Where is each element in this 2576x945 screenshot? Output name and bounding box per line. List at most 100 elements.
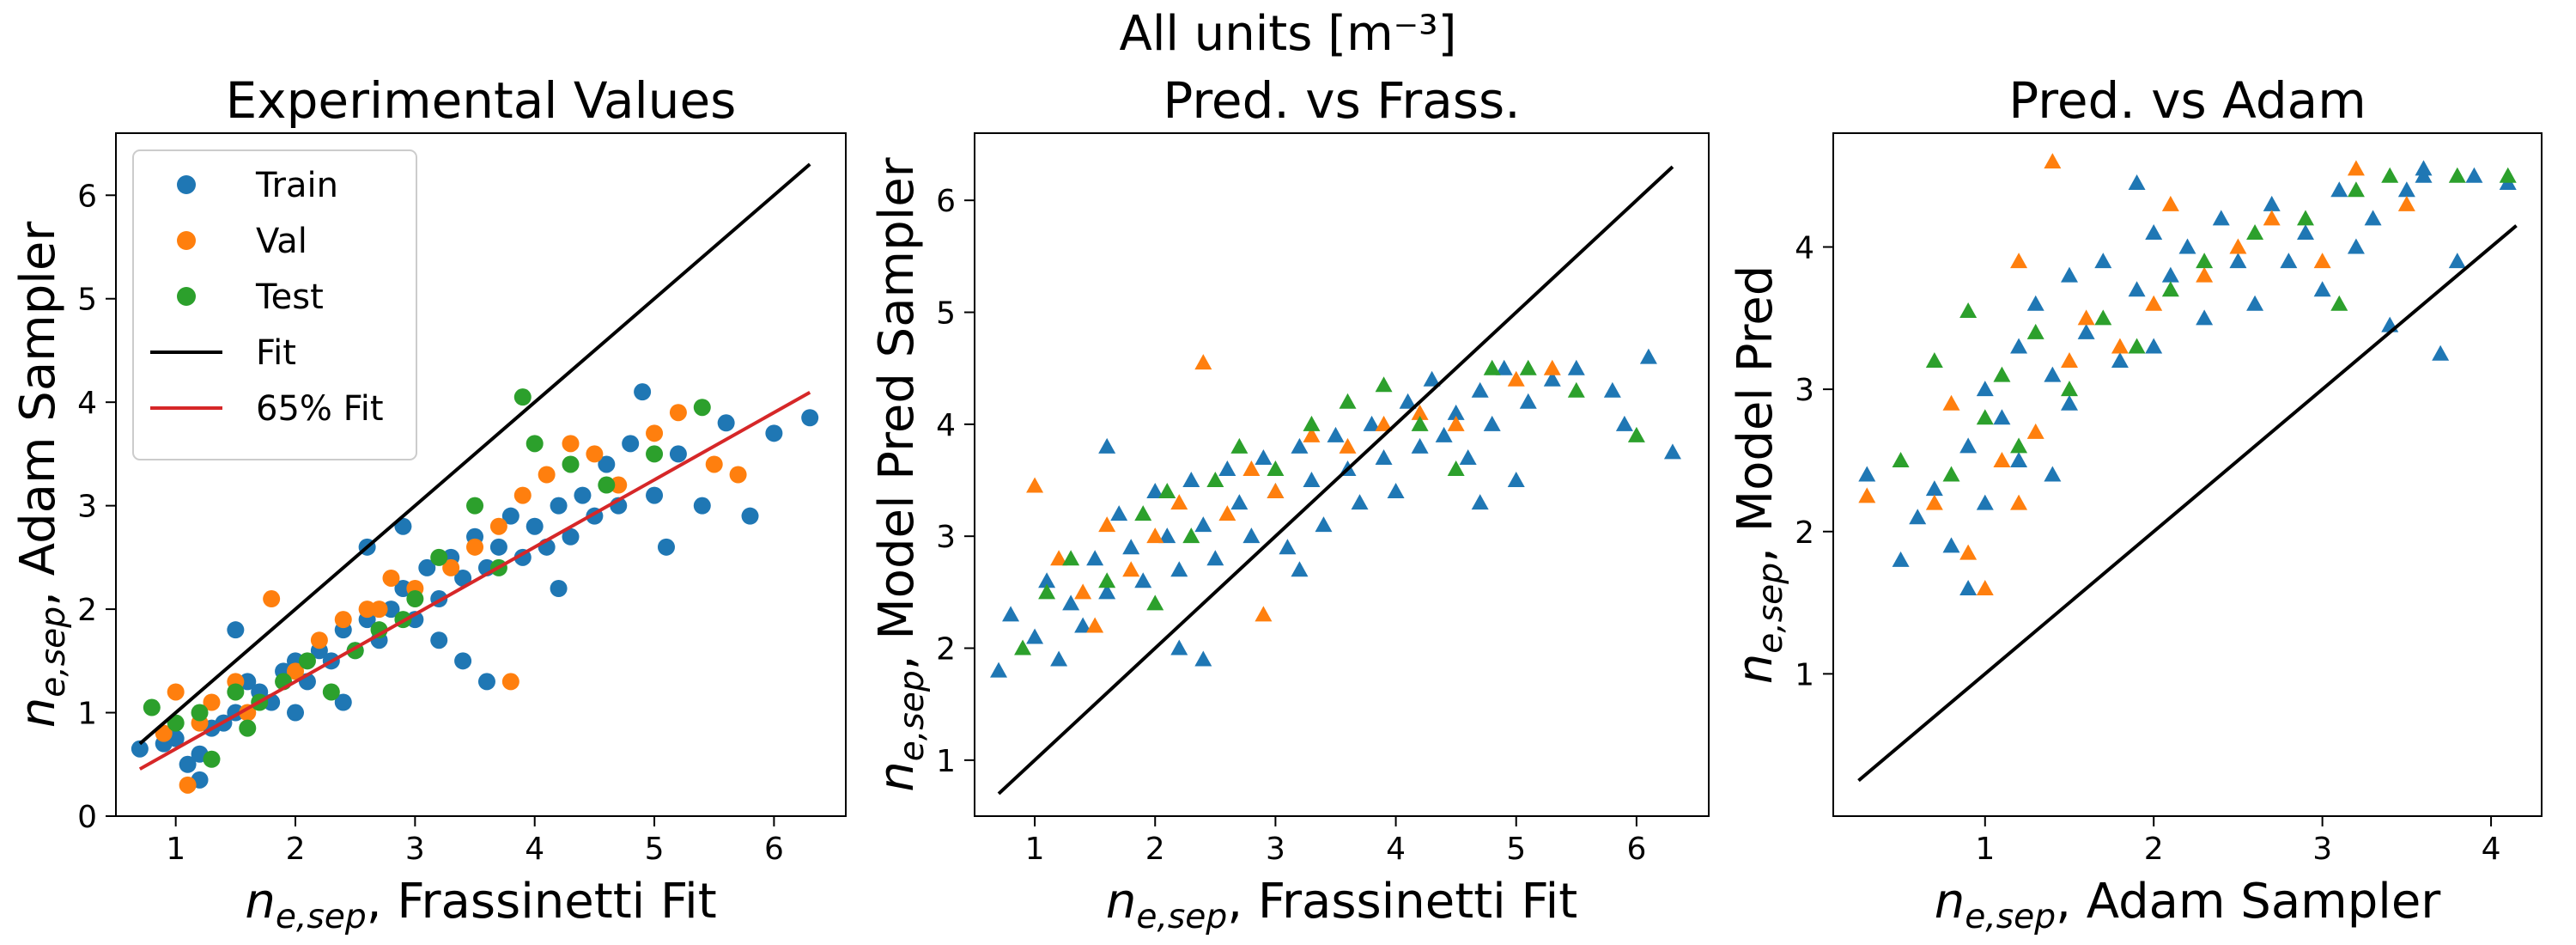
scatter-point-test [239,719,257,737]
scatter-point-train [1170,639,1188,655]
y-tick-label: 2 [77,593,97,628]
scatter-point-train [1399,393,1417,409]
scatter-point-train [1423,370,1441,387]
scatter-point-val [1976,580,1994,595]
scatter-point-train [239,673,257,691]
scatter-point-train [2128,174,2146,190]
legend-label-fit65: 65% Fit [256,389,384,429]
scatter-point-train [1543,370,1561,387]
scatter-point-val [2061,352,2078,368]
figure-suptitle: All units [m⁻³] [1120,6,1457,62]
x-tick-label: 3 [1266,832,1285,867]
scatter-point-train [2111,352,2129,368]
scatter-point-train [2330,181,2348,198]
legend-label-train: Train [255,166,338,205]
scatter-point-train [1134,572,1152,588]
scatter-point-train [574,486,592,504]
scatter-point-test [2381,167,2399,183]
scatter-point-train [1170,561,1188,577]
scatter-point-train [1279,539,1297,555]
scatter-point-test [167,714,185,732]
panel-title: Experimental Values [226,71,737,130]
scatter-point-train [990,662,1008,678]
scatter-point-train [394,580,412,597]
fit-line-fit [1857,224,2518,783]
scatter-point-val [2010,253,2028,269]
scatter-point-train [430,631,448,649]
scatter-point-train [2145,338,2163,354]
scatter-point-train [2077,323,2095,339]
scatter-point-val [2397,195,2415,211]
scatter-point-test [227,683,245,701]
scatter-point-train [1351,494,1369,510]
scatter-point-test [1339,393,1357,409]
scatter-point-train [489,538,507,556]
scatter-point-val [1267,483,1285,499]
scatter-point-train [1315,516,1333,533]
scatter-point-train [1098,583,1116,600]
axes-frame [1832,132,2543,817]
panel-pred-vs-adam: Pred. vs Adam 1 2 3 4 1 2 3 4 ne,sep, Adam Sample… [1728,71,2543,936]
scatter-point-val [1086,617,1104,633]
scatter-point-test [322,683,340,701]
scatter-point-train [2347,238,2365,254]
scatter-point-val [442,558,460,576]
scatter-point-train [1206,550,1224,566]
scatter-point-test [1993,366,2011,382]
scatter-point-val [562,435,580,453]
scatter-point-train [1892,551,1910,567]
scatter-point-train [1663,443,1681,460]
panel-pred-vs-frass: Pred. vs Frass. 1 2 3 4 5 6 1 2 3 4 5 6 ne,sep, Frass… [869,71,1710,936]
x-tick-label: 2 [1145,832,1165,867]
legend-label-test: Test [255,277,324,317]
scatter-point-val [1050,550,1068,566]
scatter-point-val [1242,460,1261,476]
scatter-point-test [1375,376,1393,393]
scatter-point-test [2347,181,2365,198]
scatter-point-val [1411,404,1429,420]
scatter-point-train [1925,480,1943,497]
y-tick-label: 1 [936,744,956,779]
x-axis-label: ne,sep, Adam Sampler [1935,874,2442,936]
scatter-point-train [2061,266,2078,283]
scatter-point-val [2229,238,2247,254]
scatter-point-val [1858,487,1876,503]
x-tick-label: 1 [166,832,185,867]
scatter-point-train [2229,253,2247,269]
scatter-point-test [693,399,711,417]
scatter-point-val [370,601,388,619]
scatter-point-test [1062,550,1080,566]
scatter-point-train [2313,281,2331,297]
scatter-point-train [2178,238,2196,254]
scatter-point-test [1267,460,1285,476]
scatter-point-train [562,527,580,546]
scatter-point-test [1976,409,1994,425]
x-tick-label: 4 [525,832,544,867]
scatter-point-val [2111,338,2129,354]
scatter-point-train [1639,348,1657,364]
scatter-point-test [1942,466,1960,482]
scatter-point-val [705,455,723,473]
scatter-point-train [1002,606,1020,622]
scatter-point-train [394,517,412,535]
scatter-point-test [646,445,664,463]
scatter-point-val [1959,544,1978,560]
scatter-point-train [2448,253,2466,269]
scatter-point-val [2044,153,2062,169]
scatter-point-test [1206,472,1224,488]
y-tick-label: 5 [77,283,97,318]
scatter-point-train [1242,527,1261,544]
scatter-point-train [2044,466,2062,482]
x-tick-label: 5 [645,832,665,867]
scatter-point-val [203,693,221,711]
fit-line-fit [138,162,811,746]
scatter-point-train [2364,210,2382,226]
y-tick-label: 4 [1795,231,1814,266]
scatter-point-train [1858,466,1876,482]
panel-title: Pred. vs Frass. [1163,71,1520,130]
scatter-point-train [2044,366,2062,382]
scatter-point-train [418,558,436,576]
legend-label-fit: Fit [256,333,296,373]
scatter-point-train [1146,483,1164,499]
x-axis-label: ne,sep, Frassinetti Fit [1106,874,1577,936]
